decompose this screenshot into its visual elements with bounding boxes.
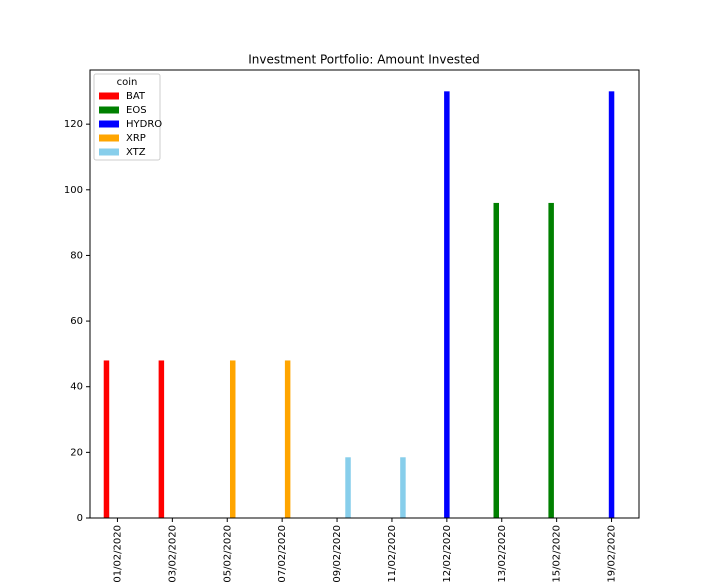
legend-swatch (99, 120, 119, 128)
y-tick-label: 0 (77, 513, 83, 524)
bar (103, 360, 110, 518)
bar (548, 202, 554, 518)
bar (608, 91, 615, 518)
y-tick-label: 120 (64, 119, 83, 130)
x-tick-label: 15/02/2020 (552, 525, 563, 583)
legend-label: EOS (126, 105, 147, 116)
legend-label: XRP (126, 133, 146, 144)
x-tick-label: 09/02/2020 (332, 525, 343, 583)
chart-title: Investment Portfolio: Amount Invested (248, 53, 480, 67)
x-tick-label: 11/02/2020 (387, 525, 398, 583)
legend-swatch (99, 134, 119, 142)
x-tick-label: 12/02/2020 (442, 525, 453, 583)
x-tick-label: 13/02/2020 (497, 525, 508, 583)
bar (284, 360, 291, 518)
bar (345, 457, 351, 518)
y-tick-label: 60 (70, 316, 83, 327)
x-tick-label: 19/02/2020 (607, 525, 618, 583)
y-tick-label: 40 (70, 382, 83, 393)
legend-swatch (99, 92, 119, 100)
legend-label: HYDRO (126, 119, 162, 130)
x-tick-label: 01/02/2020 (112, 525, 123, 583)
x-tick-label: 07/02/2020 (277, 525, 288, 583)
legend-label: XTZ (126, 147, 146, 158)
bar (493, 202, 500, 518)
bar (444, 91, 450, 518)
y-tick-label: 20 (70, 447, 83, 458)
bar (400, 457, 406, 518)
bar (229, 360, 236, 518)
y-tick-label: 100 (64, 185, 83, 196)
legend-label: BAT (126, 91, 146, 102)
plot-frame (89, 69, 640, 519)
legend-title: coin (117, 77, 138, 88)
y-tick-label: 80 (70, 250, 83, 261)
x-tick-label: 03/02/2020 (167, 525, 178, 583)
bar (158, 360, 165, 518)
legend-swatch (99, 106, 119, 114)
x-tick-label: 05/02/2020 (222, 525, 233, 583)
legend-swatch (99, 148, 119, 156)
